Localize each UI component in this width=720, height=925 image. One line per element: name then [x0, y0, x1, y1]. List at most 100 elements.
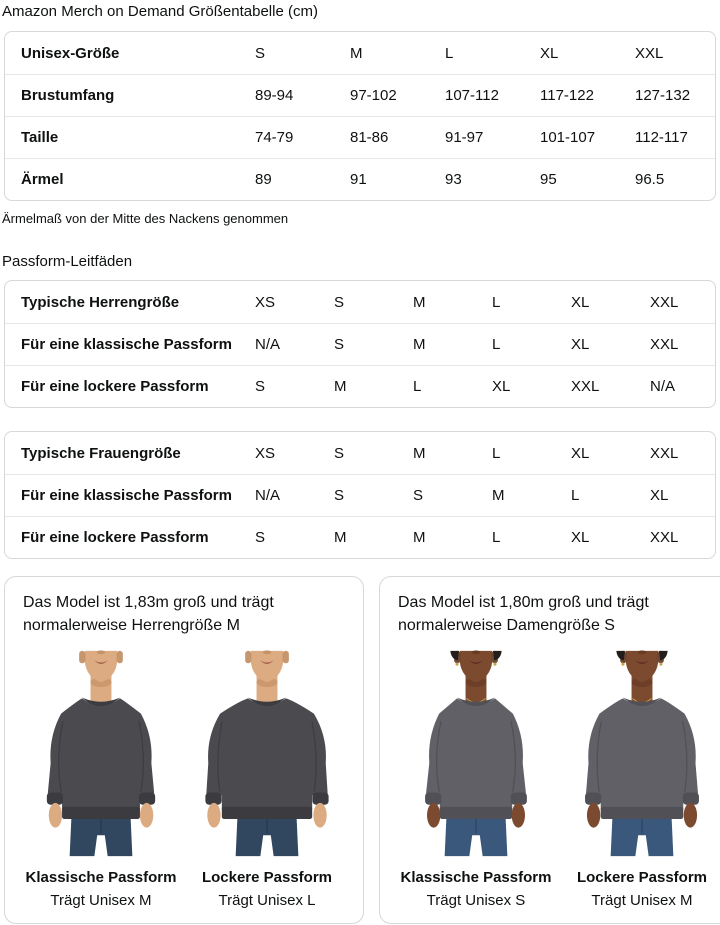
table-cell: 127-132: [635, 87, 691, 104]
table-cell: S: [334, 444, 345, 462]
page-title: Amazon Merch on Demand Größentabelle (cm…: [2, 3, 318, 20]
table-cell: 89-94: [255, 87, 294, 104]
table-cell: XL: [492, 378, 511, 395]
table-cell: XL: [571, 293, 590, 311]
row-label: Brustumfang: [21, 87, 115, 104]
table-cell: 112-117: [635, 129, 688, 146]
table-cell: L: [571, 487, 580, 504]
row-label: Typische Frauengröße: [21, 444, 181, 462]
table-row: Brustumfang 89-94 97-102 107-112 117-122…: [5, 74, 715, 116]
men-fit-table: Typische Herrengröße XS S M L XL XXL Für…: [4, 280, 716, 408]
row-label: Für eine klassische Passform: [21, 336, 232, 353]
table-row: Ärmel 89 91 93 95 96.5: [5, 158, 715, 200]
table-cell: M: [413, 529, 426, 546]
table-row: Für eine klassische Passform N/A S M L X…: [5, 323, 715, 365]
table-cell: S: [255, 529, 266, 546]
size-label: Trägt Unisex S: [426, 892, 526, 909]
table-cell: M: [334, 529, 347, 546]
row-label: Unisex-Größe: [21, 44, 120, 62]
table-row: Für eine klassische Passform N/A S S M L…: [5, 474, 715, 516]
fit-guides-title: Passform-Leitfäden: [2, 253, 133, 270]
table-cell: 89: [255, 171, 272, 188]
loose-fit-figure: Lockere Passform Trägt Unisex L: [187, 650, 347, 910]
table-cell: 81-86: [350, 129, 389, 146]
table-cell: M: [413, 293, 426, 311]
model-cards: Das Model ist 1,83m groß und trägt norma…: [4, 576, 720, 924]
sleeve-measure-note: Ärmelmaß von der Mitte des Nackens genom…: [2, 211, 289, 226]
table-cell: S: [334, 336, 345, 353]
table-row: Taille 74-79 81-86 91-97 101-107 112-117: [5, 116, 715, 158]
row-label: Für eine lockere Passform: [21, 529, 209, 546]
table-cell: 107-112: [445, 87, 499, 104]
table-cell: XXL: [650, 444, 679, 462]
model-photo-loose-fit: [566, 650, 718, 857]
table-cell: M: [492, 487, 505, 504]
column-header: S: [255, 44, 266, 62]
row-label: Taille: [21, 129, 59, 146]
model-figures: Klassische Passform Trägt Unisex M Locke…: [21, 650, 347, 910]
model-description: Das Model ist 1,80m groß und trägt norma…: [398, 594, 649, 634]
male-model-card: Das Model ist 1,83m groß und trägt norma…: [4, 576, 364, 924]
row-label: Typische Herrengröße: [21, 293, 180, 311]
table-cell: L: [492, 293, 501, 311]
female-model-card: Das Model ist 1,80m groß und trägt norma…: [379, 576, 720, 924]
table-cell: 93: [445, 171, 462, 188]
table-cell: N/A: [255, 487, 281, 504]
table-cell: L: [492, 444, 501, 462]
table-cell: 117-122: [540, 87, 594, 104]
table-cell: XXL: [650, 529, 679, 546]
row-label: Für eine klassische Passform: [21, 487, 232, 504]
classic-fit-figure: Klassische Passform Trägt Unisex S: [396, 650, 556, 910]
table-cell: L: [492, 336, 501, 353]
unisex-size-table: Unisex-Größe S M L XL XXL Brustumfang 89…: [4, 31, 716, 201]
model-photo-classic-fit: [25, 650, 177, 857]
table-cell: XL: [571, 336, 590, 353]
table-cell: XXL: [650, 293, 679, 311]
model-figures: Klassische Passform Trägt Unisex S Locke…: [396, 650, 720, 910]
women-fit-table: Typische Frauengröße XS S M L XL XXL Für…: [4, 431, 716, 559]
table-cell: S: [255, 378, 266, 395]
table-cell: L: [413, 378, 422, 395]
table-row: Typische Herrengröße XS S M L XL XXL: [5, 281, 715, 323]
table-cell: N/A: [255, 336, 281, 353]
fit-label: Lockere Passform: [201, 869, 333, 886]
model-photo-loose-fit: [191, 650, 343, 857]
fit-label: Lockere Passform: [576, 869, 708, 886]
table-cell: 91-97: [445, 129, 484, 146]
table-cell: L: [492, 529, 501, 546]
table-row: Für eine lockere Passform S M L XL XXL N…: [5, 365, 715, 407]
table-header-row: Unisex-Größe S M L XL XXL: [5, 32, 715, 74]
column-header: XXL: [635, 44, 664, 62]
table-cell: 96.5: [635, 171, 665, 188]
fit-label: Klassische Passform: [25, 869, 177, 886]
table-cell: 95: [540, 171, 557, 188]
table-cell: XL: [571, 444, 590, 462]
table-cell: M: [413, 444, 426, 462]
table-cell: S: [334, 293, 345, 311]
table-cell: N/A: [650, 378, 676, 395]
table-cell: 101-107: [540, 129, 596, 146]
table-row: Für eine lockere Passform S M M L XL XXL: [5, 516, 715, 558]
size-label: Trägt Unisex M: [591, 892, 693, 909]
table-cell: XXL: [571, 378, 600, 395]
table-cell: XXL: [650, 336, 679, 353]
table-cell: 97-102: [350, 87, 397, 104]
table-cell: M: [334, 378, 347, 395]
classic-fit-figure: Klassische Passform Trägt Unisex M: [21, 650, 181, 910]
table-cell: S: [413, 487, 424, 504]
size-label: Trägt Unisex M: [50, 892, 152, 909]
table-cell: XL: [571, 529, 590, 546]
table-cell: 74-79: [255, 129, 294, 146]
table-cell: 91: [350, 171, 367, 188]
size-label: Trägt Unisex L: [218, 892, 316, 909]
loose-fit-figure: Lockere Passform Trägt Unisex M: [562, 650, 720, 910]
table-cell: S: [334, 487, 345, 504]
column-header: M: [350, 44, 363, 62]
model-description: Das Model ist 1,83m groß und trägt norma…: [23, 594, 274, 634]
row-label: Für eine lockere Passform: [21, 378, 209, 395]
table-cell: XS: [255, 444, 276, 462]
row-label: Ärmel: [21, 171, 64, 188]
table-cell: XS: [255, 293, 276, 311]
fit-label: Klassische Passform: [400, 869, 552, 886]
